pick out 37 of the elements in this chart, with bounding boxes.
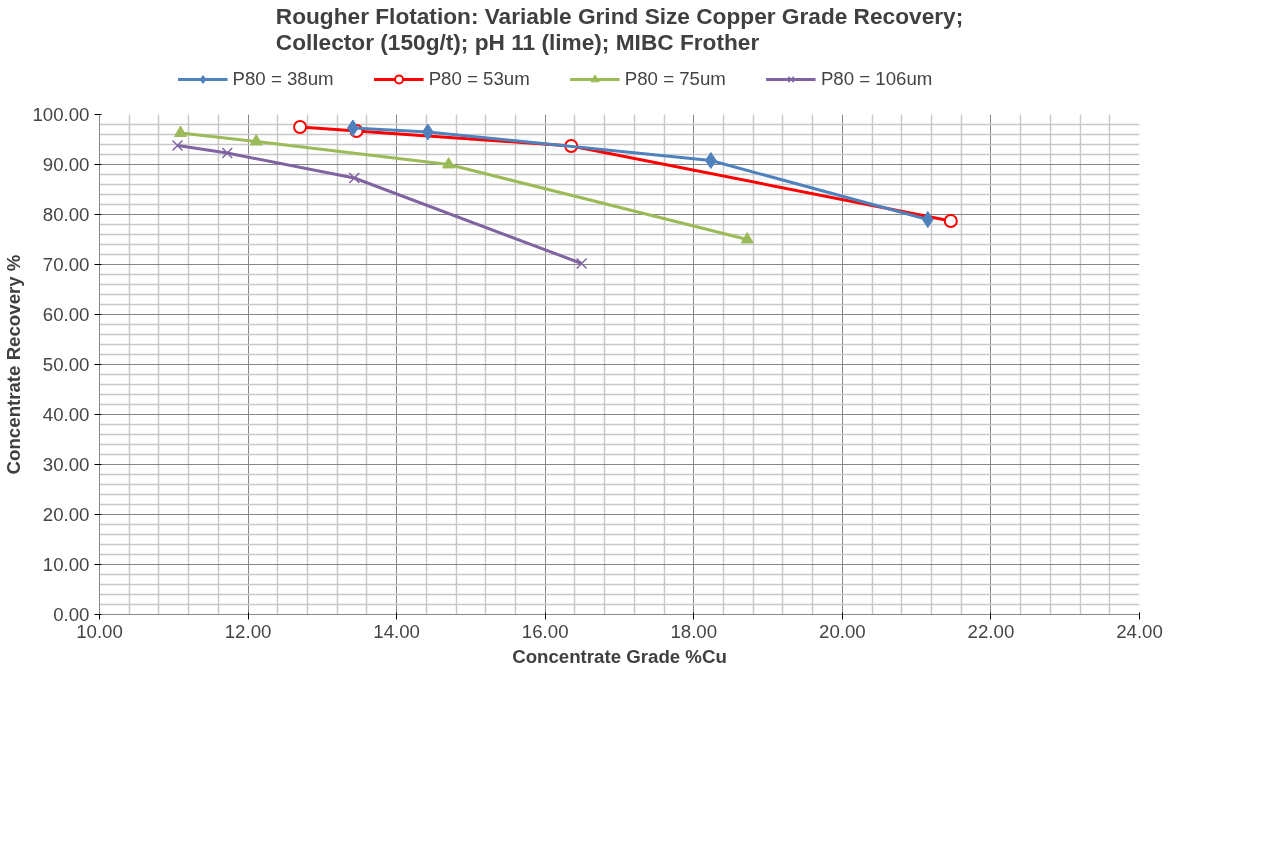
point [346,119,359,137]
x-tick-label: 24.00 [1116,620,1163,642]
y-tick-label: 50.00 [42,354,90,375]
x-tick-label: 12.00 [224,620,272,642]
legend-label: P80 = 106um [820,68,933,90]
point [921,211,934,228]
y-tick-label: 30.00 [42,454,90,475]
y-tick-label: 80.00 [42,204,90,225]
y-tick-label: 20.00 [42,504,90,525]
point [249,134,263,146]
y-tick-label: 40.00 [42,404,90,425]
x-tick-label: 14.00 [373,620,420,642]
x-axis-title: Concentrate Grade %Cu [512,645,727,667]
point [293,120,308,134]
point [221,147,233,159]
x-tick-label: 22.00 [967,620,1015,642]
point [171,139,184,152]
x-tick-label: 20.00 [819,620,866,642]
y-tick-label: 90.00 [42,154,90,175]
point [575,257,588,270]
x-tick-label: 18.00 [670,620,718,642]
y-tick-label: 60.00 [42,304,90,325]
point [173,125,187,137]
legend-label: P80 = 53um [428,68,530,90]
point [442,157,456,169]
y-axis-title: Concentrate Recovery % [3,254,25,475]
point [705,152,717,169]
point [740,232,754,244]
y-tick-label: 100.00 [32,104,90,125]
y-tick-label: 70.00 [42,254,90,275]
legend-label: P80 = 38um [232,68,334,90]
point [348,172,360,184]
x-tick-label: 16.00 [521,620,569,642]
legend-label: P80 = 75um [624,68,726,90]
point [943,214,958,228]
chart-title: Rougher Flotation: Variable Grind Size Copper Grade Recovery; Collector (150g/t); pH 11 (lime); MIBC Frother [275,2,964,55]
y-tick-label: 10.00 [42,554,90,575]
